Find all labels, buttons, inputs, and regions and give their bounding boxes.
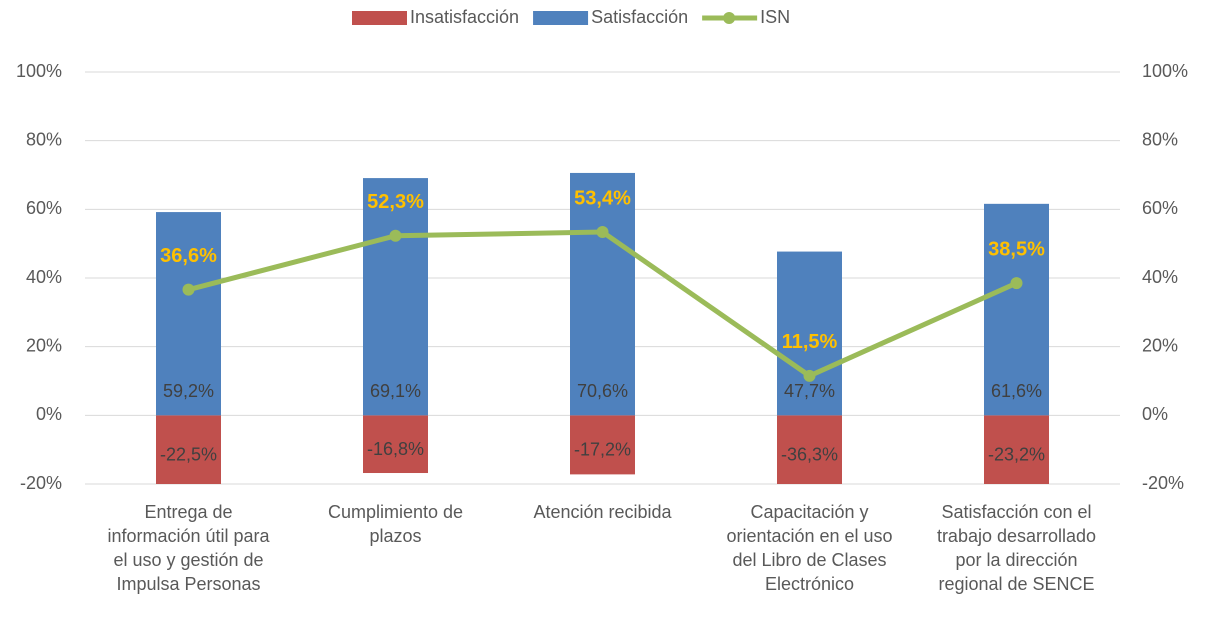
- bar-value-label: -23,2%: [988, 444, 1045, 464]
- isn-point: [1010, 277, 1023, 290]
- x-tick-label: Entrega de: [144, 502, 232, 522]
- x-tick-label: por la dirección: [955, 550, 1077, 570]
- legend-label: Insatisfacción: [410, 7, 519, 27]
- y2-tick-label: 100%: [1142, 61, 1188, 81]
- isn-point: [803, 369, 816, 382]
- bar: [570, 415, 635, 475]
- y-tick-label: 60%: [26, 198, 62, 218]
- y-tick-label: 80%: [26, 129, 62, 149]
- y-tick-label: 40%: [26, 267, 62, 287]
- legend-swatch: [723, 12, 736, 24]
- y2-tick-label: 0%: [1142, 404, 1168, 424]
- bar: [156, 415, 221, 484]
- x-tick-label: Capacitación y: [750, 502, 868, 522]
- y2-tick-label: 20%: [1142, 335, 1178, 355]
- isn-label: 36,6%: [160, 245, 217, 267]
- bar-value-label: 59,2%: [163, 381, 214, 401]
- bar: [984, 415, 1049, 484]
- y2-tick-label: -20%: [1142, 473, 1184, 493]
- bar-value-label: -22,5%: [160, 444, 217, 464]
- isn-label: 53,4%: [574, 187, 631, 209]
- isn-point: [389, 229, 402, 242]
- y-tick-label: 20%: [26, 335, 62, 355]
- bar: [156, 212, 221, 416]
- x-tick-label: Cumplimiento de: [328, 502, 463, 522]
- bar-value-label: -16,8%: [367, 439, 424, 459]
- isn-label: 11,5%: [782, 331, 838, 353]
- legend-swatch: [533, 11, 589, 25]
- bar: [363, 178, 428, 416]
- bar: [777, 251, 842, 416]
- legend-label: Satisfacción: [591, 7, 688, 27]
- bar-value-label: -17,2%: [574, 440, 631, 460]
- legend-label: ISN: [760, 7, 790, 27]
- x-tick-label: Electrónico: [765, 574, 854, 594]
- x-tick-label: información útil para: [107, 526, 270, 546]
- x-tick-label: Satisfacción con el: [941, 502, 1091, 522]
- x-tick-label: trabajo desarrollado: [937, 526, 1096, 546]
- isn-label: 38,5%: [988, 238, 1045, 260]
- bar-value-label: 69,1%: [370, 381, 421, 401]
- y2-tick-label: 40%: [1142, 267, 1178, 287]
- y-tick-label: -20%: [20, 473, 62, 493]
- y2-tick-label: 80%: [1142, 129, 1178, 149]
- bar-value-label: 47,7%: [784, 381, 835, 401]
- isn-point: [182, 283, 195, 296]
- x-tick-label: plazos: [369, 526, 421, 546]
- bar: [363, 415, 428, 474]
- x-tick-label: del Libro de Clases: [732, 550, 886, 570]
- y-tick-label: 100%: [16, 61, 62, 81]
- x-tick-label: orientación en el uso: [726, 526, 892, 546]
- bar: [984, 203, 1049, 416]
- legend-swatch: [352, 11, 407, 25]
- bar: [777, 415, 842, 484]
- y-tick-label: 0%: [36, 404, 62, 424]
- x-tick-label: Impulsa Personas: [116, 574, 260, 594]
- isn-label: 52,3%: [367, 191, 424, 213]
- isn-point: [596, 225, 609, 238]
- bar-value-label: -36,3%: [781, 444, 838, 464]
- x-tick-label: regional de SENCE: [938, 574, 1094, 594]
- x-tick-label: el uso y gestión de: [113, 550, 263, 570]
- plot-area: [156, 172, 1049, 484]
- legend: Insatisfacción Satisfacción ISN: [352, 7, 790, 27]
- bar: [570, 172, 635, 416]
- bar-value-label: 70,6%: [577, 381, 628, 401]
- y2-tick-label: 60%: [1142, 198, 1178, 218]
- bar-value-label: 61,6%: [991, 381, 1042, 401]
- x-tick-label: Atención recibida: [533, 502, 672, 522]
